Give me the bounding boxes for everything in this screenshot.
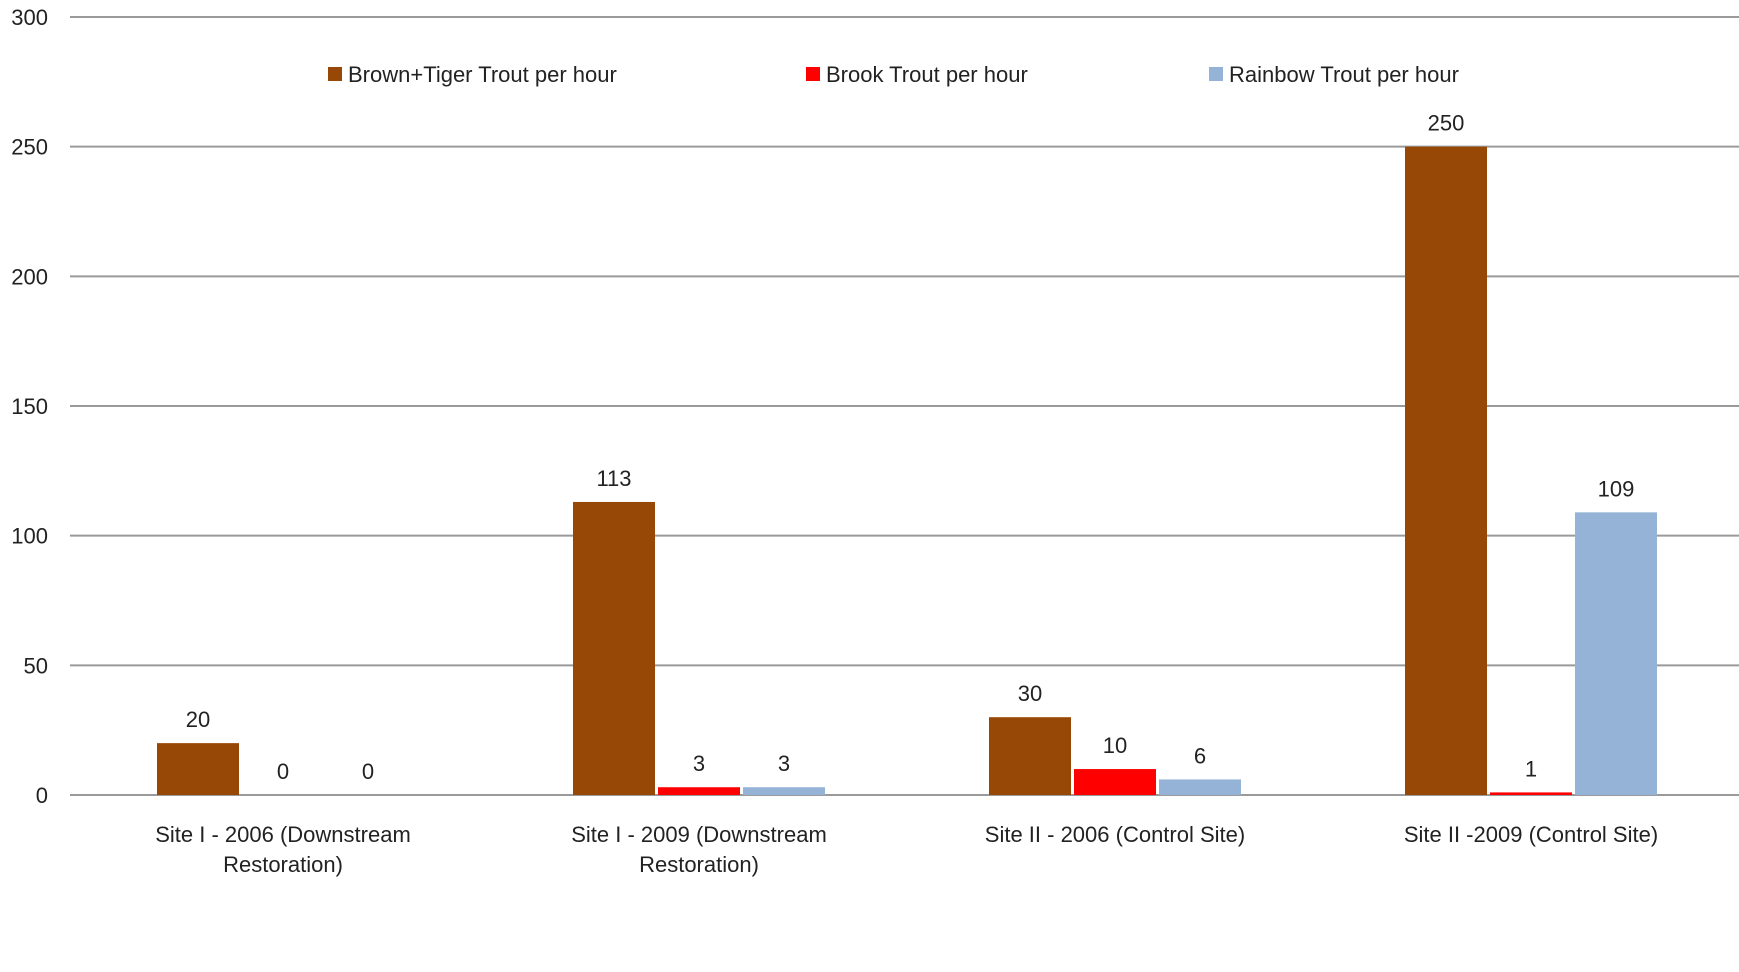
bar (658, 787, 740, 795)
y-tick-label: 50 (24, 653, 48, 678)
data-label: 113 (596, 466, 631, 491)
data-label: 250 (1428, 111, 1465, 136)
x-category-label-line: Site I - 2006 (Downstream (155, 822, 411, 847)
bar (157, 743, 239, 795)
data-label: 109 (1598, 476, 1635, 501)
x-category-label: Site II -2009 (Control Site) (1404, 822, 1658, 847)
x-category-label: Site I - 2006 (Downstream Restoration) (155, 822, 411, 877)
legend: Brown+Tiger Trout per hour Brook Trout pe… (328, 62, 1459, 87)
gridlines (70, 16, 1739, 796)
bar (1159, 779, 1241, 795)
bars (157, 146, 1657, 795)
x-category-label-line: Site II -2009 (Control Site) (1404, 822, 1658, 847)
data-label: 0 (277, 759, 289, 784)
bar (743, 787, 825, 795)
y-tick-label: 300 (11, 5, 48, 30)
data-label: 0 (362, 759, 374, 784)
bar (1490, 792, 1572, 795)
y-tick-label: 250 (11, 135, 48, 160)
data-label: 6 (1194, 743, 1206, 768)
y-tick-label: 100 (11, 524, 48, 549)
y-tick-label: 200 (11, 264, 48, 289)
data-label: 10 (1103, 733, 1127, 758)
legend-label: Brook Trout per hour (826, 62, 1028, 87)
data-label: 1 (1525, 756, 1537, 781)
data-label: 30 (1018, 681, 1042, 706)
bar (989, 717, 1071, 795)
x-category-label-line: Restoration) (639, 852, 759, 877)
legend-swatch (1209, 67, 1223, 81)
bar (1074, 769, 1156, 795)
x-axis-categories: Site I - 2006 (Downstream Restoration)Sit… (155, 822, 1658, 877)
x-category-label-line: Restoration) (223, 852, 343, 877)
legend-swatch (328, 67, 342, 81)
data-label: 3 (778, 751, 790, 776)
y-tick-label: 150 (11, 394, 48, 419)
legend-swatch (806, 67, 820, 81)
bar (1575, 512, 1657, 795)
legend-label: Rainbow Trout per hour (1229, 62, 1459, 87)
data-label: 20 (186, 707, 210, 732)
legend-label: Brown+Tiger Trout per hour (348, 62, 617, 87)
data-labels: 20 0 0 113 3 3 30 10 6 250 1 109 (186, 111, 1635, 784)
y-axis-ticks: 0 50 100 150 200 250 300 (11, 5, 48, 808)
x-category-label: Site II - 2006 (Control Site) (985, 822, 1245, 847)
data-label: 3 (693, 751, 705, 776)
x-category-label: Site I - 2009 (Downstream Restoration) (571, 822, 827, 877)
bar (573, 501, 655, 795)
bar (1405, 146, 1487, 795)
x-category-label-line: Site I - 2009 (Downstream (571, 822, 827, 847)
x-category-label-line: Site II - 2006 (Control Site) (985, 822, 1245, 847)
y-tick-label: 0 (36, 783, 48, 808)
